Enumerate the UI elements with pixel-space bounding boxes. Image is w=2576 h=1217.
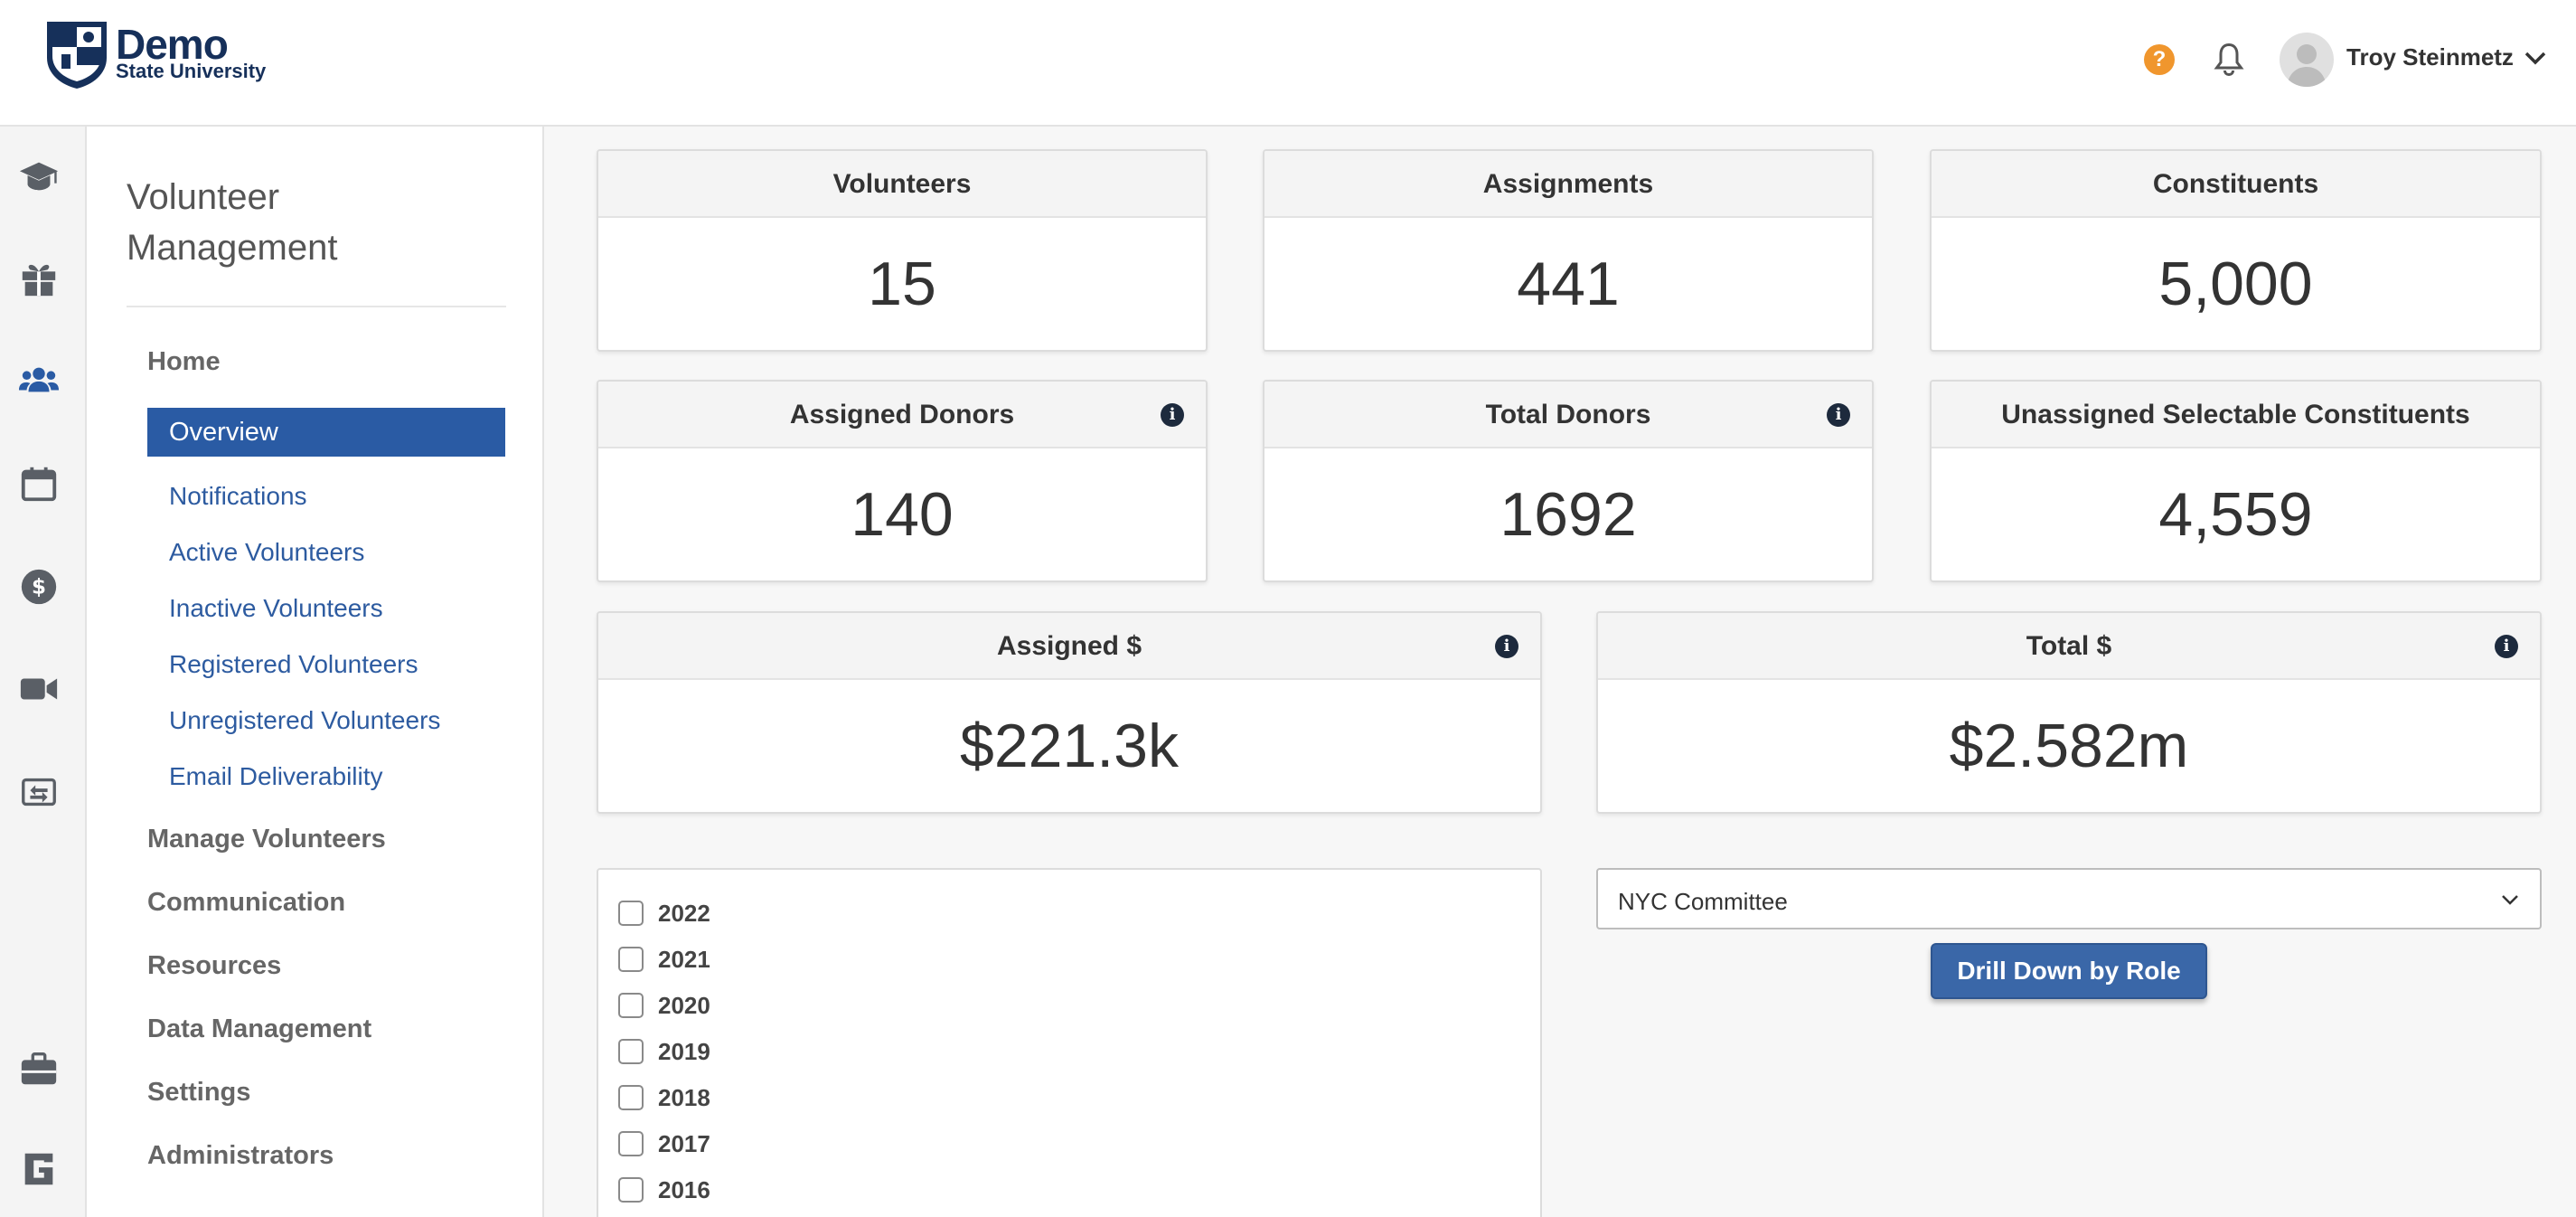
year-label: 2019: [658, 1037, 710, 1065]
stat-title: Assigned Donors: [789, 400, 1015, 429]
checkbox[interactable]: [618, 947, 644, 972]
nav-administrators[interactable]: Administrators: [147, 1141, 334, 1170]
checkbox[interactable]: [618, 1085, 644, 1110]
stat-card-constituents: Constituents 5,000: [1930, 149, 2542, 352]
g-logo-icon[interactable]: [16, 1146, 61, 1192]
dollar-circle-icon[interactable]: $: [16, 564, 61, 609]
nav-settings[interactable]: Settings: [147, 1078, 251, 1107]
stat-value: 140: [851, 480, 954, 549]
info-icon[interactable]: i: [2495, 635, 2518, 658]
year-label: 2017: [658, 1129, 710, 1157]
year-option[interactable]: 2022: [618, 899, 710, 928]
year-option[interactable]: 2018: [618, 1083, 710, 1112]
year-option[interactable]: 2021: [618, 945, 710, 974]
checkbox[interactable]: [618, 1131, 644, 1156]
top-header: Demo State University ? Troy Steinmetz: [0, 0, 2576, 127]
committee-select[interactable]: NYC Committee: [1596, 868, 2542, 929]
stat-value: $2.582m: [1949, 712, 2189, 780]
stat-title: Unassigned Selectable Constituents: [1932, 382, 2540, 448]
sidebar-divider: [127, 306, 506, 307]
graduation-cap-icon[interactable]: [16, 154, 61, 199]
brand-line1: Demo: [116, 21, 229, 68]
stat-value: $221.3k: [960, 712, 1179, 780]
stat-value: 4,559: [2158, 480, 2313, 549]
calendar-icon[interactable]: [16, 461, 61, 506]
year-filter-list: 2022 2021 2020 2019 2018 2017 2016: [597, 868, 1542, 1217]
bell-icon[interactable]: [2213, 42, 2245, 78]
gift-icon[interactable]: [16, 256, 61, 301]
checkbox[interactable]: [618, 993, 644, 1018]
stat-card-volunteers: Volunteers 15: [597, 149, 1208, 352]
crest-icon: [47, 22, 107, 89]
video-camera-icon[interactable]: [16, 666, 61, 712]
year-option[interactable]: 2020: [618, 991, 710, 1020]
year-label: 2016: [658, 1175, 710, 1203]
year-label: 2021: [658, 945, 710, 973]
nav-home[interactable]: Home: [147, 347, 221, 376]
checkbox[interactable]: [618, 1177, 644, 1203]
stat-header: Total Donors i: [1264, 382, 1872, 448]
user-name[interactable]: Troy Steinmetz: [2346, 43, 2514, 71]
year-option[interactable]: 2017: [618, 1129, 710, 1158]
brand-line2: State University: [116, 60, 267, 82]
year-option[interactable]: 2019: [618, 1037, 710, 1066]
stat-card-assigned-donors: Assigned Donors i 140: [597, 380, 1208, 582]
committee-select-value: NYC Committee: [1618, 888, 1788, 915]
sidebar-title: Volunteer Management: [127, 177, 338, 268]
stat-title: Volunteers: [598, 151, 1206, 218]
stat-card-assigned-dollars: Assigned $ i $221.3k: [597, 611, 1542, 814]
info-icon[interactable]: i: [1161, 403, 1184, 427]
nav-notifications[interactable]: Notifications: [169, 482, 307, 510]
chevron-down-icon: [2502, 895, 2518, 905]
info-icon[interactable]: i: [1827, 403, 1850, 427]
university-logo[interactable]: Demo State University: [43, 18, 296, 90]
sidebar: Volunteer Management Home Overview Notif…: [87, 127, 544, 1217]
stat-header: Assigned $ i: [598, 613, 1540, 680]
svg-text:$: $: [32, 576, 46, 599]
year-option[interactable]: 2016: [618, 1175, 710, 1204]
stat-card-unassigned-constituents: Unassigned Selectable Constituents 4,559: [1930, 380, 2542, 582]
stat-value: 1692: [1500, 480, 1637, 549]
stat-title: Total $: [2026, 631, 2112, 661]
nav-registered-volunteers[interactable]: Registered Volunteers: [169, 650, 418, 678]
nav-email-deliverability[interactable]: Email Deliverability: [169, 762, 383, 790]
stat-header: Assigned Donors i: [598, 382, 1206, 448]
nav-manage-volunteers[interactable]: Manage Volunteers: [147, 825, 386, 854]
stat-title: Total Donors: [1485, 400, 1651, 429]
stat-card-total-dollars: Total $ i $2.582m: [1596, 611, 2542, 814]
nav-communication[interactable]: Communication: [147, 888, 346, 917]
avatar[interactable]: [2280, 33, 2334, 87]
nav-overview[interactable]: Overview: [147, 408, 505, 457]
sync-icon[interactable]: [16, 769, 61, 815]
year-label: 2018: [658, 1083, 710, 1111]
checkbox[interactable]: [618, 1039, 644, 1064]
stat-header: Total $ i: [1598, 613, 2540, 680]
nav-active-volunteers[interactable]: Active Volunteers: [169, 538, 365, 566]
year-label: 2022: [658, 899, 710, 927]
icon-rail: $: [0, 127, 87, 1217]
info-icon[interactable]: i: [1495, 635, 1518, 658]
nav-inactive-volunteers[interactable]: Inactive Volunteers: [169, 594, 383, 622]
chevron-down-icon[interactable]: [2524, 49, 2547, 67]
stat-value: 441: [1517, 250, 1620, 318]
users-icon[interactable]: [16, 357, 61, 402]
stat-card-assignments: Assignments 441: [1263, 149, 1874, 352]
nav-resources[interactable]: Resources: [147, 951, 282, 980]
user-silhouette-icon: [2287, 44, 2327, 87]
drill-down-button[interactable]: Drill Down by Role: [1931, 943, 2207, 999]
briefcase-icon[interactable]: [16, 1046, 61, 1091]
stat-value: 15: [868, 250, 936, 318]
stat-value: 5,000: [2158, 250, 2313, 318]
year-label: 2020: [658, 991, 710, 1019]
nav-unregistered-volunteers[interactable]: Unregistered Volunteers: [169, 706, 441, 734]
stat-title: Assigned $: [996, 631, 1142, 661]
nav-data-management[interactable]: Data Management: [147, 1014, 372, 1043]
stat-card-total-donors: Total Donors i 1692: [1263, 380, 1874, 582]
help-icon[interactable]: ?: [2144, 44, 2175, 75]
checkbox[interactable]: [618, 901, 644, 926]
stat-title: Constituents: [1932, 151, 2540, 218]
stat-title: Assignments: [1264, 151, 1872, 218]
